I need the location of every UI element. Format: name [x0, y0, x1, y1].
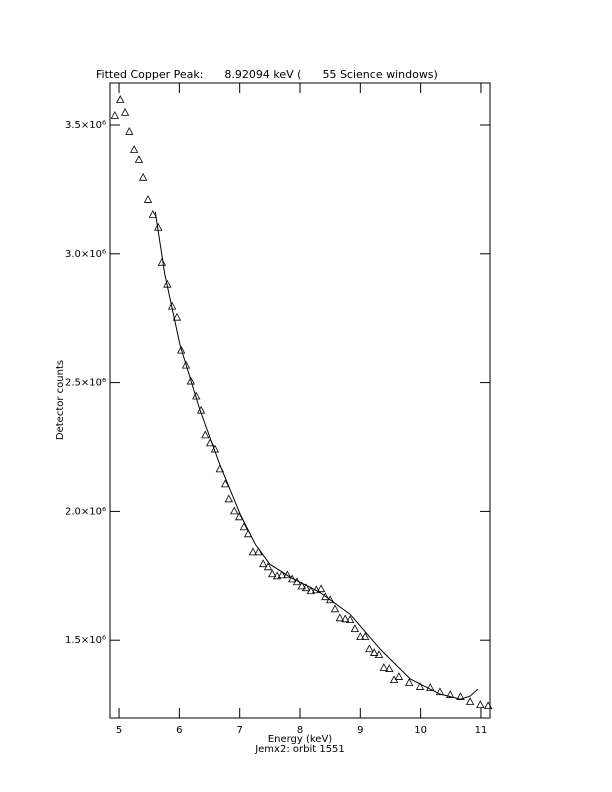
- y-axis-label: Detector counts: [55, 360, 66, 440]
- data-point: [157, 257, 167, 266]
- data-point: [405, 678, 414, 686]
- data-point: [365, 644, 374, 653]
- data-point: [316, 584, 326, 593]
- x-tick-label: 11: [475, 725, 488, 736]
- data-point: [426, 683, 435, 692]
- x-tick-label: 7: [236, 725, 242, 736]
- data-point: [345, 615, 355, 624]
- data-point: [139, 172, 148, 181]
- y-tick-label: 3.5×10⁶: [65, 120, 106, 131]
- data-point: [224, 494, 233, 503]
- x-axis-label: Energy (keV): [268, 734, 333, 745]
- data-point: [221, 479, 230, 488]
- y-tick-label: 3.0×10⁶: [65, 249, 106, 260]
- data-point: [239, 522, 249, 531]
- y-tick-label: 2.5×10⁶: [65, 378, 106, 389]
- data-point: [330, 604, 340, 613]
- data-point: [435, 687, 445, 696]
- data-point: [370, 648, 379, 656]
- x-tick-label: 5: [116, 725, 122, 736]
- x-tick-label: 8: [297, 725, 303, 736]
- data-point: [272, 571, 282, 580]
- data-point: [263, 562, 273, 571]
- data-point: [259, 559, 268, 568]
- data-point: [172, 312, 182, 321]
- data-point: [446, 690, 455, 698]
- data-point: [297, 581, 306, 590]
- data-point: [321, 592, 330, 601]
- data-point: [379, 663, 389, 671]
- data-point: [341, 614, 350, 623]
- data-point: [301, 583, 311, 592]
- data-point: [360, 632, 370, 641]
- data-point: [465, 697, 475, 705]
- data-point: [374, 650, 384, 659]
- y-tick-label: 2.0×10⁶: [65, 506, 106, 517]
- data-point: [110, 111, 119, 119]
- data-point: [248, 547, 258, 556]
- data-point: [268, 569, 277, 578]
- x-tick-label: 10: [414, 725, 427, 736]
- data-point: [201, 430, 210, 439]
- data-point: [484, 701, 493, 710]
- data-point: [143, 195, 153, 203]
- data-point: [394, 672, 404, 680]
- data-point: [306, 586, 316, 595]
- subtitle: Jemx2: orbit 1551: [254, 744, 345, 755]
- data-point: [148, 210, 157, 218]
- data-point: [129, 145, 139, 153]
- data-point: [356, 632, 365, 641]
- data-point: [230, 506, 239, 515]
- data-point: [335, 613, 344, 622]
- x-tick-label: 6: [176, 725, 182, 736]
- data-point: [181, 360, 191, 369]
- plot-frame: [109, 82, 491, 719]
- data-point: [120, 108, 130, 116]
- data-point: [350, 624, 360, 633]
- data-point: [325, 595, 335, 604]
- data-point: [415, 682, 425, 690]
- data-point: [134, 155, 144, 163]
- data-point: [116, 95, 125, 103]
- fit-line: [154, 211, 479, 700]
- data-point: [277, 570, 287, 579]
- data-point: [476, 700, 485, 709]
- x-tick-label: 9: [357, 725, 363, 736]
- data-point: [385, 664, 394, 672]
- data-point: [177, 345, 186, 354]
- chart-title: Fitted Copper Peak: 8.92094 keV ( 55 Sci…: [96, 68, 438, 81]
- y-tick-label: 1.5×10⁶: [65, 635, 106, 646]
- data-point: [186, 376, 195, 385]
- data-point: [125, 127, 134, 135]
